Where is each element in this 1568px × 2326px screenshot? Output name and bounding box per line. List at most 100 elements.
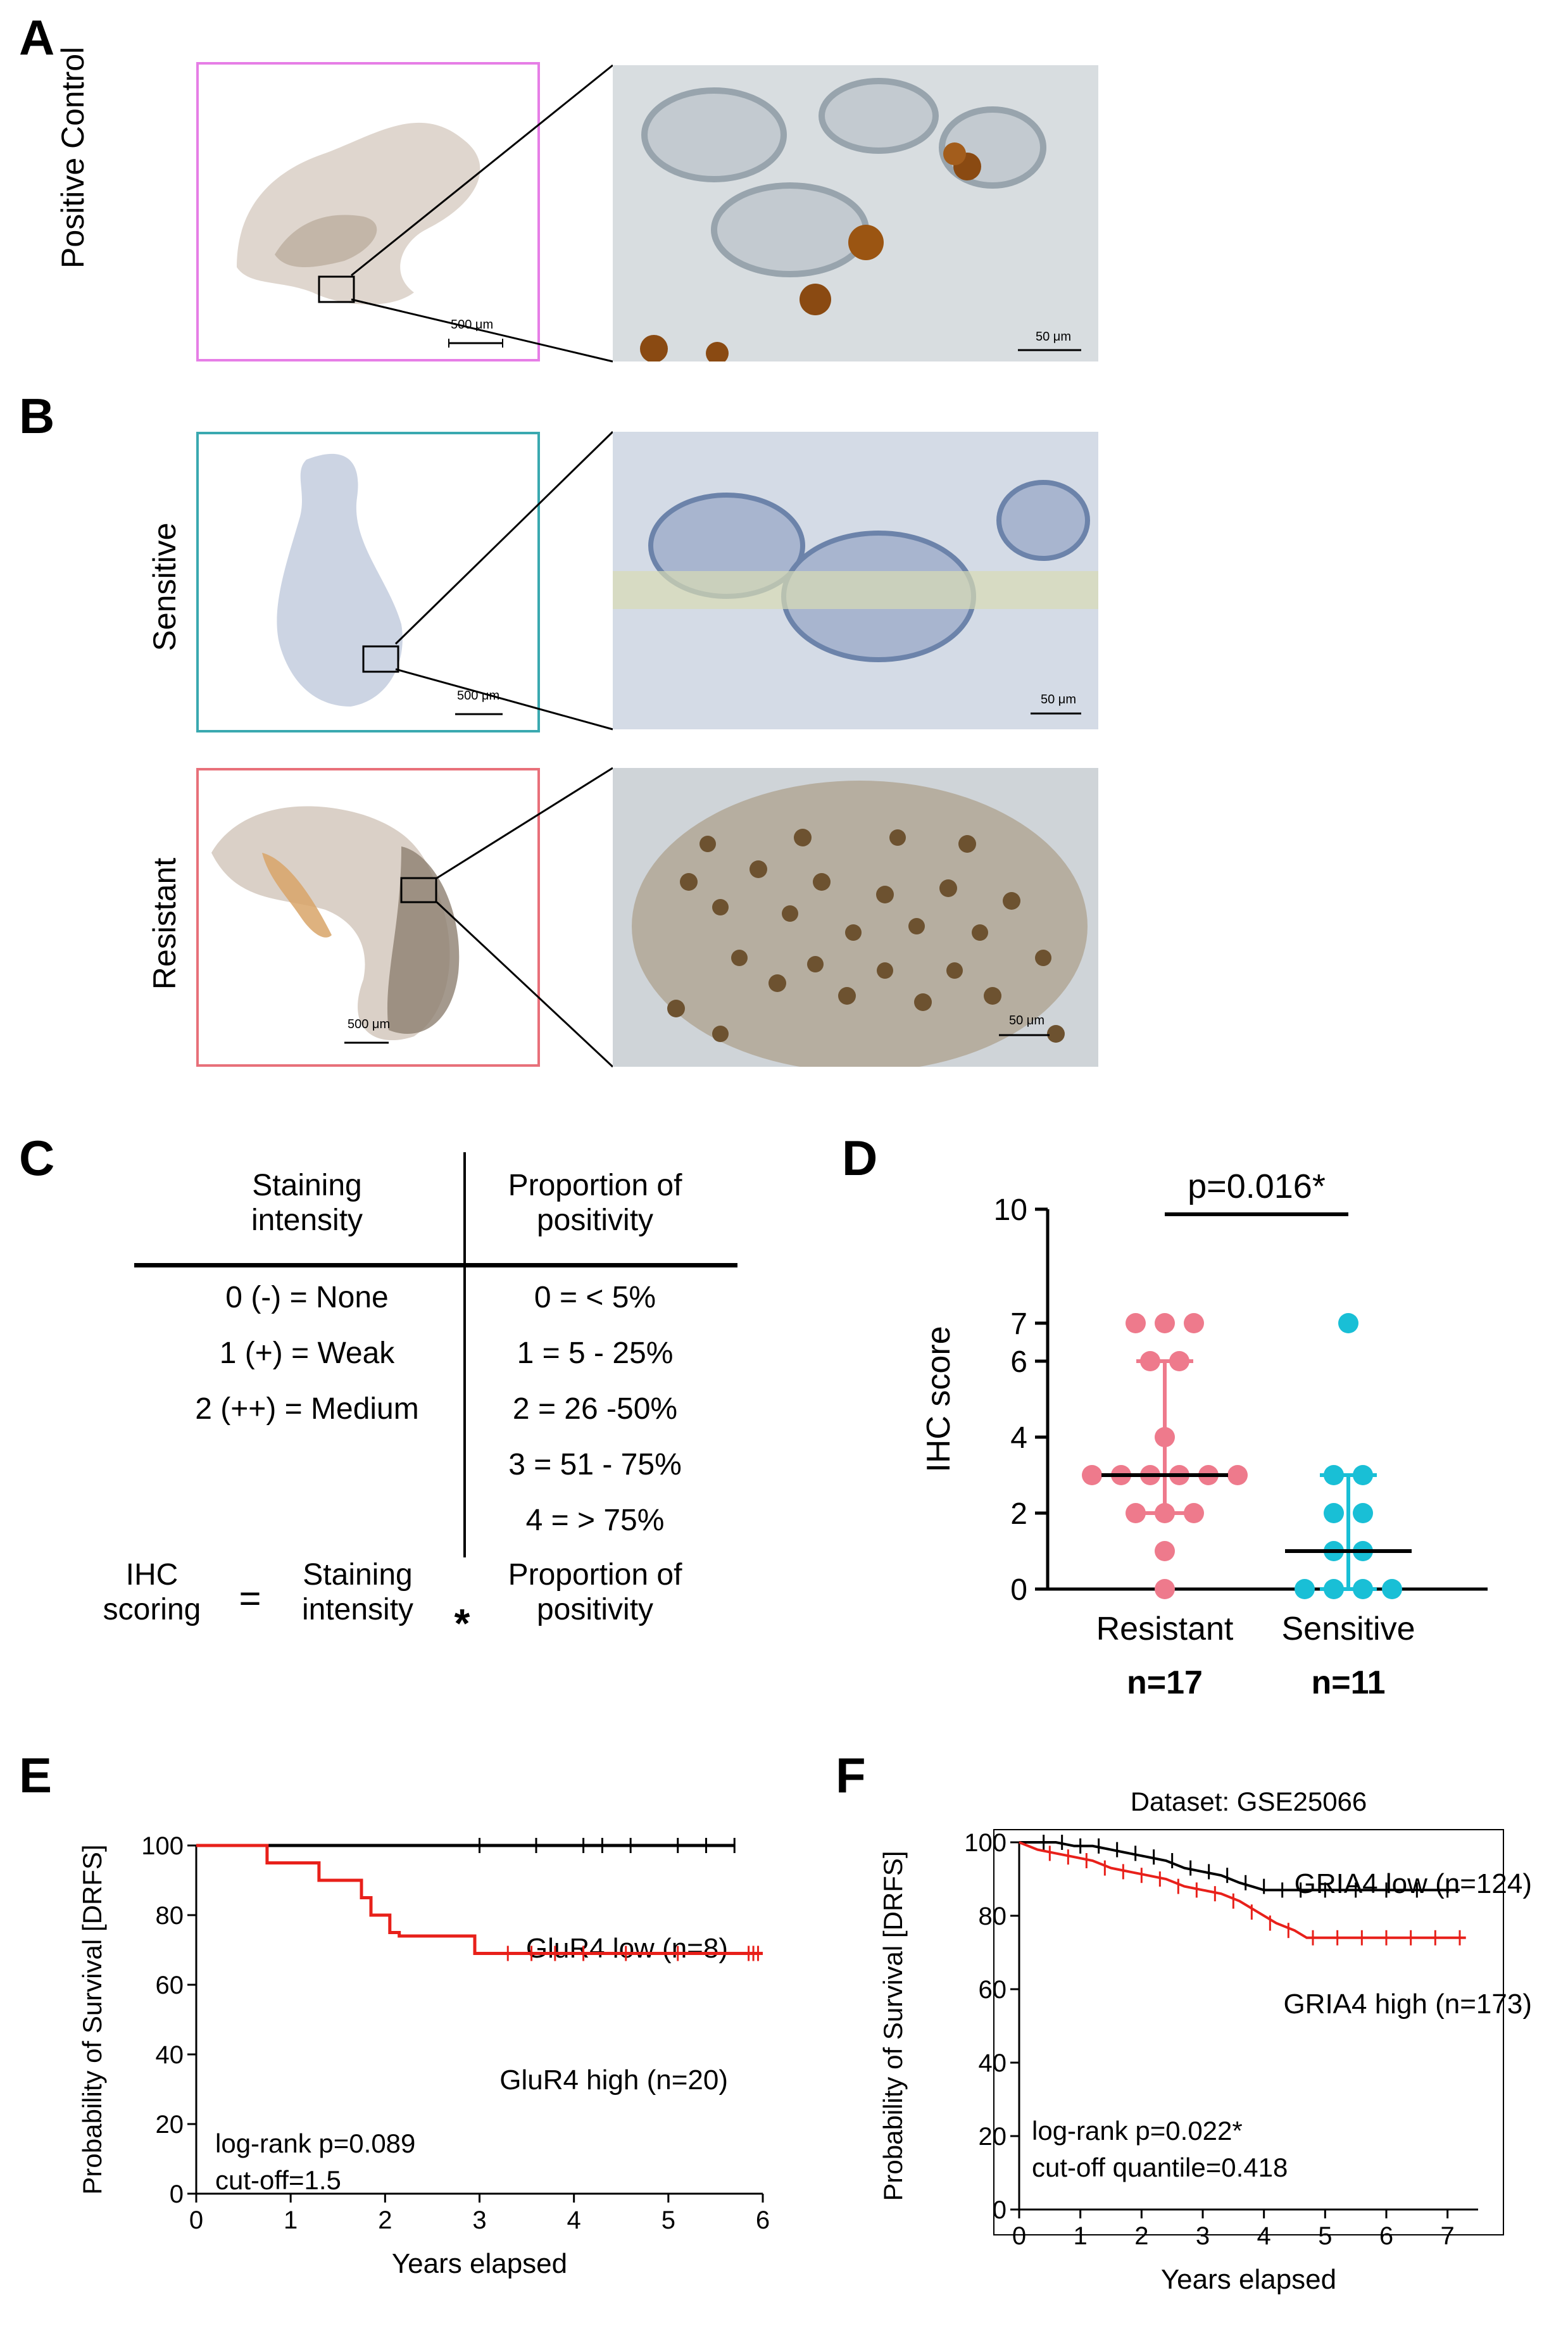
y-tick-label: 0: [1010, 1573, 1027, 1607]
data-point: [1324, 1503, 1344, 1523]
survival-curve: [1019, 1841, 1460, 1892]
formula-term1: Staining intensity: [301, 1558, 414, 1627]
x-tick-label: 1: [1074, 2222, 1088, 2250]
data-point: [1382, 1579, 1402, 1599]
data-point: [1155, 1541, 1175, 1561]
positive-control-thumbnail: 500 μm: [196, 62, 540, 361]
y-tick-label: 40: [156, 2041, 184, 2069]
x-tick-label: 6: [756, 2206, 770, 2234]
legend-entry: GRIA4 low (n=124): [1295, 1868, 1532, 1899]
group-count-label: n=17: [1127, 1664, 1203, 1701]
y-tick-label: 0: [993, 2196, 1007, 2224]
sensitive-zoom: 50 μm: [613, 432, 1098, 729]
stat-annotation: cut-off=1.5: [215, 2165, 341, 2195]
data-point: [1353, 1503, 1373, 1523]
km-survival-chart-gria4: 0 1 2 3 4 5 6 7 0 20 40 60 80 100 Years elapsed Probabi…: [878, 1787, 1532, 2295]
x-tick-label: 0: [1012, 2222, 1026, 2250]
formula-lhs: IHC scoring: [103, 1558, 201, 1627]
y-tick-label: 2: [1010, 1497, 1027, 1531]
data-point: [1155, 1427, 1175, 1447]
data-point: [1227, 1465, 1248, 1485]
data-point: [1353, 1465, 1373, 1485]
x-tick-label: 4: [1257, 2222, 1271, 2250]
table-cell: 3 = 51 - 75%: [508, 1448, 682, 1481]
ihc-score-scatter-chart: 0 2 4 6 7 10 IHC score p=0.016* Resistant n=17 Sen…: [920, 1171, 1488, 1701]
y-tick-label: 20: [979, 2123, 1007, 2151]
scale-bar-label: 500 μm: [348, 1017, 391, 1031]
scale-bar-label: 50 μm: [1009, 1014, 1044, 1028]
resistant-zoom: 50 μm: [613, 768, 1098, 1067]
scale-bar-label: 500 μm: [457, 689, 500, 703]
table-cell: 0 (-) = None: [225, 1281, 389, 1314]
formula-equals: =: [239, 1577, 261, 1619]
table-header-rule: [134, 1263, 737, 1267]
scale-bar-label: 50 μm: [1036, 330, 1071, 344]
scale-bar-label: 50 μm: [1041, 693, 1076, 707]
x-tick-label: 3: [1196, 2222, 1210, 2250]
data-point: [1184, 1503, 1204, 1523]
data-point: [1140, 1351, 1160, 1371]
y-tick-label: 0: [170, 2180, 184, 2208]
table-header-proportion-of-positivity: Proportion of positivity: [508, 1169, 682, 1238]
panel-c-letter: C: [19, 1130, 55, 1186]
x-tick-label: 6: [1379, 2222, 1393, 2250]
data-point: [1353, 1579, 1373, 1599]
data-point: [1155, 1503, 1175, 1523]
x-tick-label: 7: [1441, 2222, 1455, 2250]
y-tick-label: 4: [1010, 1421, 1027, 1455]
y-axis-label: Probability of Survival [DRFS]: [77, 1844, 107, 2194]
data-point: [1082, 1465, 1102, 1485]
y-tick-label: 80: [979, 1902, 1007, 1930]
resistant-thumbnail: 500 μm: [196, 768, 540, 1067]
data-point: [1338, 1313, 1358, 1333]
table-cell: 1 = 5 - 25%: [517, 1336, 674, 1370]
x-tick-label: 2: [378, 2206, 392, 2234]
data-point: [1155, 1313, 1175, 1333]
x-tick-label: 5: [662, 2206, 675, 2234]
plot-frame: [993, 1829, 1504, 2235]
panel-b-letter: B: [19, 388, 55, 444]
y-axis-label: IHC score: [920, 1326, 957, 1472]
y-tick-label: 40: [979, 2049, 1007, 2077]
table-column-divider: [463, 1152, 466, 1557]
data-point: [1169, 1351, 1189, 1371]
table-cell: 4 = > 75%: [525, 1504, 665, 1537]
y-axis-label: Probability of Survival [DRFS]: [878, 1851, 908, 2201]
y-tick-label: 80: [156, 1902, 184, 1930]
data-point: [1295, 1579, 1315, 1599]
stat-annotation: log-rank p=0.089: [215, 2128, 415, 2158]
legend-entry: GluR4 low (n=8): [526, 1933, 728, 1964]
legend-entry: GRIA4 high (n=173): [1283, 1989, 1532, 2020]
formula-multiply: *: [454, 1600, 470, 1646]
group-count-label: n=11: [1311, 1664, 1385, 1701]
panel-d-letter: D: [842, 1130, 878, 1186]
sensitive-thumbnail: 500 μm: [196, 432, 540, 732]
table-cell: 2 (++) = Medium: [195, 1392, 419, 1426]
x-category-label: Resistant: [1096, 1611, 1234, 1647]
stat-annotation: log-rank p=0.022*: [1032, 2116, 1243, 2146]
y-tick-label: 60: [156, 1971, 184, 1999]
y-tick-label: 100: [141, 1832, 184, 1860]
x-tick-label: 4: [567, 2206, 581, 2234]
y-tick-label: 20: [156, 2111, 184, 2139]
panel-f-letter: F: [836, 1747, 866, 1803]
panel-a-letter: A: [19, 9, 55, 65]
y-tick-label: 6: [1010, 1345, 1027, 1379]
x-axis-label: Years elapsed: [1161, 2264, 1336, 2295]
data-point: [1324, 1579, 1344, 1599]
data-point: [1126, 1313, 1146, 1333]
y-tick-label: 10: [994, 1193, 1027, 1227]
y-tick-label: 100: [964, 1829, 1007, 1857]
x-tick-label: 3: [472, 2206, 486, 2234]
survival-curve: [196, 1844, 763, 1955]
table-header-staining-intensity: Staining intensity: [251, 1169, 363, 1238]
x-tick-label: 0: [189, 2206, 203, 2234]
stat-annotation: cut-off quantile=0.418: [1032, 2153, 1288, 2182]
y-tick-label: 7: [1010, 1307, 1027, 1341]
p-value-label: p=0.016*: [1188, 1171, 1326, 1205]
legend-entry: GluR4 high (n=20): [499, 2065, 728, 2096]
x-tick-label: 5: [1318, 2222, 1332, 2250]
